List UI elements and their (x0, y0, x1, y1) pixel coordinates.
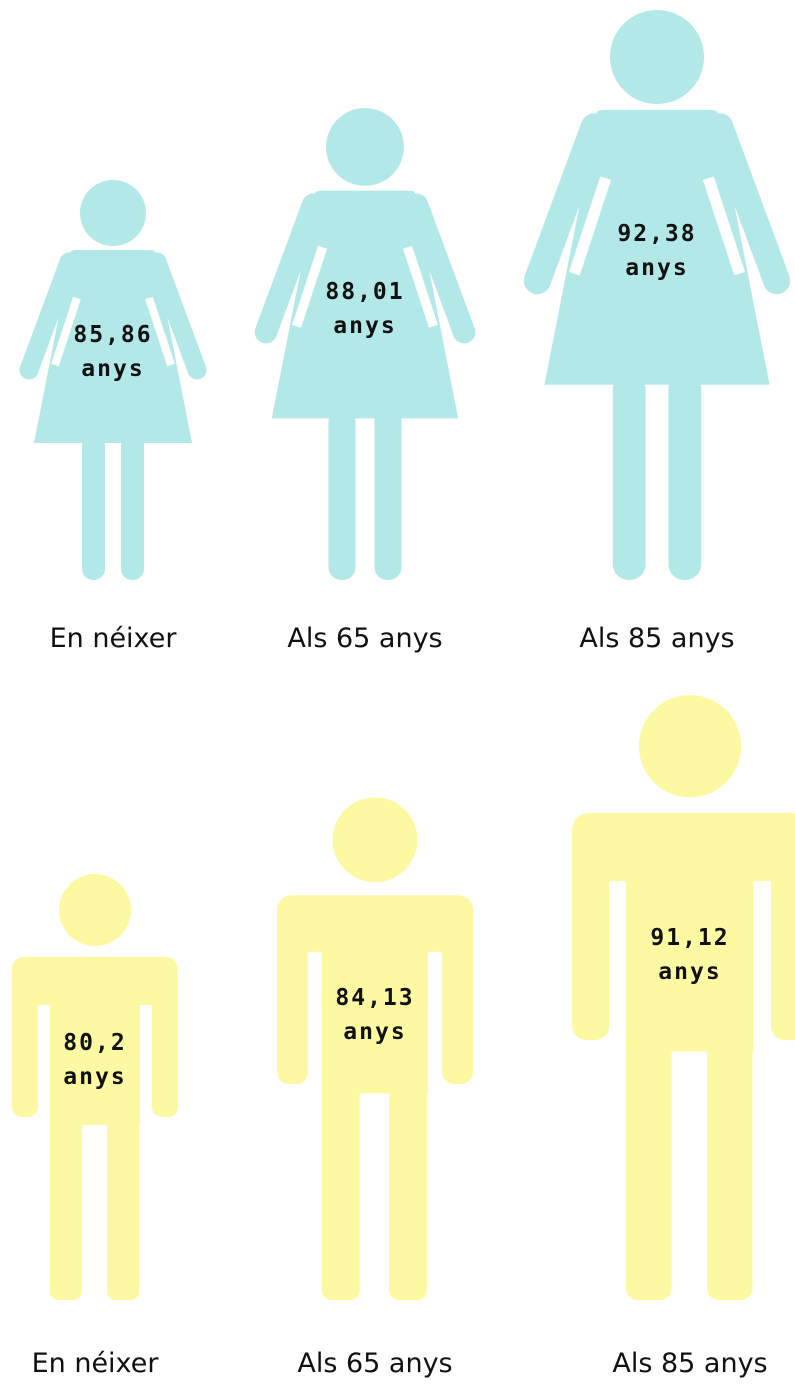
arm (523, 113, 608, 295)
arm (770, 845, 795, 1041)
head (80, 180, 146, 246)
arm (152, 980, 178, 1117)
caption: En néixer (32, 1348, 160, 1379)
unit-label: anys (81, 356, 144, 382)
arm-gap (702, 176, 746, 276)
leg (107, 1110, 139, 1300)
leg (121, 435, 144, 580)
value-label: 92,38 (617, 221, 696, 247)
torso (321, 922, 429, 1094)
head (332, 797, 418, 883)
leg (82, 435, 105, 580)
leg (612, 373, 646, 580)
arm-gap (145, 296, 175, 367)
unit-label: anys (333, 313, 396, 339)
leg (374, 408, 402, 580)
unit-label: anys (658, 959, 721, 985)
arm (706, 113, 791, 295)
caption: Als 65 anys (287, 623, 442, 654)
value-label: 80,2 (63, 1030, 126, 1056)
arm-gap (51, 296, 81, 367)
leg (328, 408, 356, 580)
leg (707, 1030, 753, 1300)
value-label: 84,13 (335, 985, 414, 1011)
figure (523, 10, 791, 580)
arm (442, 922, 473, 1085)
figure (12, 874, 178, 1300)
leg (668, 373, 702, 580)
leg (626, 1030, 672, 1300)
unit-label: anys (63, 1064, 126, 1090)
value-label: 85,86 (73, 322, 152, 348)
arm-gap (292, 245, 328, 328)
leg (321, 1075, 360, 1300)
caption: Als 85 anys (579, 623, 734, 654)
unit-label: anys (625, 255, 688, 281)
value-label: 91,12 (650, 925, 729, 951)
arm (12, 980, 38, 1117)
leg (389, 1075, 427, 1300)
caption: Als 85 anys (612, 1348, 767, 1379)
head (326, 107, 404, 186)
head (638, 695, 742, 798)
torso (626, 845, 754, 1052)
head (59, 874, 131, 946)
head (609, 10, 705, 105)
figure (19, 180, 207, 580)
arm (277, 922, 308, 1085)
torso (50, 980, 140, 1125)
figure (277, 797, 473, 1300)
leg (50, 1110, 82, 1300)
arm (405, 193, 476, 344)
arm (19, 252, 79, 380)
caption: Als 65 anys (297, 1348, 452, 1379)
arm (147, 252, 207, 380)
arm-gap (568, 176, 612, 276)
arm (254, 193, 325, 344)
figure (254, 107, 476, 580)
figure (572, 695, 795, 1300)
arm-gap (402, 245, 438, 328)
arm (572, 845, 610, 1041)
unit-label: anys (343, 1019, 406, 1045)
caption: En néixer (50, 623, 178, 654)
value-label: 88,01 (325, 279, 404, 305)
